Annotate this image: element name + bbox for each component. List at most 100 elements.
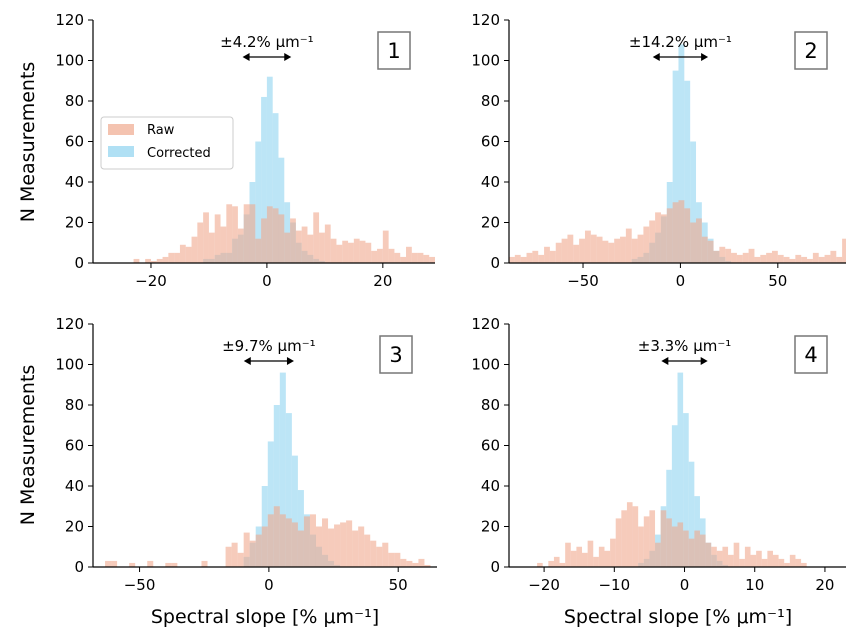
raw-bar (812, 252, 819, 263)
raw-bar (678, 200, 685, 263)
raw-bar (649, 510, 656, 567)
raw-bar (660, 214, 667, 263)
raw-bar (631, 238, 638, 263)
raw-bars (509, 200, 846, 263)
raw-bar (559, 562, 566, 567)
raw-bar (801, 562, 807, 567)
raw-bar (364, 534, 371, 567)
raw-bar (683, 530, 689, 567)
raw-bar (561, 238, 568, 263)
corrected-bar (688, 461, 695, 567)
raw-bar (756, 550, 762, 567)
raw-bar (801, 256, 808, 263)
raw-bar (696, 218, 702, 263)
raw-bar (232, 206, 238, 263)
raw-bar (179, 244, 186, 263)
y-tick-label: 80 (65, 396, 84, 414)
x-tick-label: 50 (389, 576, 408, 594)
raw-bar (303, 516, 310, 567)
corrected-bar (261, 96, 267, 263)
raw-bar (509, 256, 515, 263)
range-arrow-right-head (286, 357, 294, 365)
range-arrow-left-head (652, 53, 660, 61)
corrected-bar (255, 141, 262, 263)
raw-bar (677, 522, 684, 567)
legend: Raw Corrected (100, 116, 234, 170)
x-tick-label: 20 (373, 272, 392, 290)
raw-bar (359, 240, 366, 263)
corrected-bar (684, 80, 691, 263)
y-tick-label: 0 (490, 254, 500, 272)
raw-bar (249, 540, 256, 567)
x-axis-label-right: Spectral slope [% μm⁻¹] (564, 606, 792, 628)
x-tick-label: 20 (815, 576, 834, 594)
raw-bar (555, 242, 562, 263)
raw-bar (301, 226, 308, 263)
raw-bar (322, 518, 329, 567)
raw-bar (514, 254, 521, 263)
panel-label: 4 (804, 343, 817, 367)
y-tick-label: 0 (74, 558, 84, 576)
y-tick-label: 100 (55, 52, 84, 70)
raw-bar (388, 248, 395, 263)
raw-bar (713, 250, 720, 263)
raw-bar (748, 248, 755, 263)
raw-bar (596, 236, 603, 263)
y-tick-label: 100 (471, 52, 500, 70)
corrected-bar (671, 425, 678, 567)
corrected-bar (266, 76, 273, 263)
raw-bar (789, 258, 796, 263)
raw-bar (526, 252, 533, 263)
raw-bar (406, 560, 413, 567)
corrected-bar (273, 405, 280, 567)
raw-bar (744, 546, 751, 567)
raw-bar (279, 514, 286, 567)
raw-bar (593, 556, 599, 567)
range-arrow-right-head (701, 53, 709, 61)
raw-bar (388, 552, 395, 567)
panel-label: 2 (804, 39, 817, 63)
raw-bar (145, 258, 151, 263)
raw-bar (309, 514, 316, 567)
x-tick-label: 50 (768, 272, 787, 290)
panel-label-box (379, 335, 413, 374)
x-tick-label: −50 (124, 576, 156, 594)
raw-bar (778, 558, 785, 567)
raw-bar (784, 562, 790, 567)
raw-bar (567, 234, 574, 263)
raw-bar (725, 248, 732, 263)
raw-bar (739, 558, 745, 567)
raw-bar (777, 254, 784, 263)
corrected-bar (272, 113, 279, 264)
raw-bar (336, 244, 343, 263)
raw-bar (411, 252, 418, 263)
y-tick-label: 100 (471, 356, 500, 374)
raw-bar (610, 538, 616, 567)
y-axis-label-top: N Measurements (17, 62, 39, 223)
raw-bar (830, 250, 837, 263)
raw-bar (666, 208, 673, 263)
raw-bar (795, 558, 802, 567)
raw-bar (129, 562, 136, 567)
raw-bar (705, 542, 712, 567)
raw-bar (290, 218, 296, 263)
raw-bar (690, 222, 697, 263)
raw-bar (162, 256, 169, 263)
raw-bar (761, 558, 768, 567)
raw-bar (412, 562, 419, 567)
raw-bar (278, 214, 285, 263)
raw-bar (772, 554, 779, 567)
raw-bar (579, 238, 585, 263)
x-axis-label-left: Spectral slope [% μm⁻¹] (151, 606, 379, 628)
raw-bar (582, 552, 588, 567)
corrected-bar (297, 490, 304, 567)
y-tick-label: 0 (74, 254, 84, 272)
raw-bars (537, 502, 807, 567)
raw-bar (111, 560, 118, 567)
raw-bar (707, 240, 714, 263)
raw-bar (417, 252, 424, 263)
raw-bar (544, 246, 550, 263)
raw-bar (637, 234, 644, 263)
raw-bar (377, 248, 383, 263)
